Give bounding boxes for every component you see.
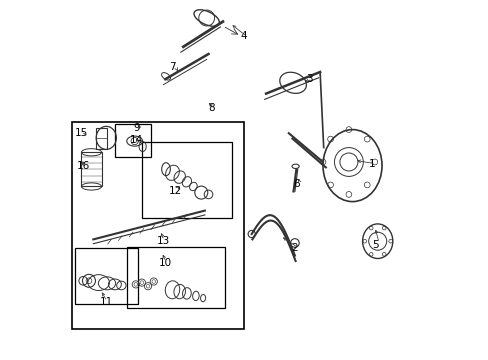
Bar	[115, 124, 151, 157]
Text: 12: 12	[168, 186, 182, 196]
Text: 2: 2	[291, 243, 297, 253]
Text: 4: 4	[241, 31, 247, 41]
Text: 1: 1	[368, 159, 375, 169]
Text: 11: 11	[100, 297, 113, 307]
Text: 13: 13	[157, 236, 170, 246]
Bar	[72, 122, 244, 329]
Text: 5: 5	[371, 240, 378, 250]
Bar	[75, 248, 138, 304]
Bar	[142, 142, 231, 218]
Text: 3: 3	[305, 74, 312, 84]
Bar	[127, 247, 224, 308]
Text: 14: 14	[130, 135, 143, 145]
Text: 10: 10	[159, 258, 172, 268]
Bar	[96, 128, 107, 149]
Text: 7: 7	[168, 62, 175, 72]
Text: 8: 8	[207, 103, 214, 113]
Text: 6: 6	[292, 179, 299, 189]
Bar	[81, 152, 102, 186]
Text: 9: 9	[133, 123, 139, 133]
Text: 16: 16	[77, 161, 90, 171]
Text: 15: 15	[75, 128, 88, 138]
